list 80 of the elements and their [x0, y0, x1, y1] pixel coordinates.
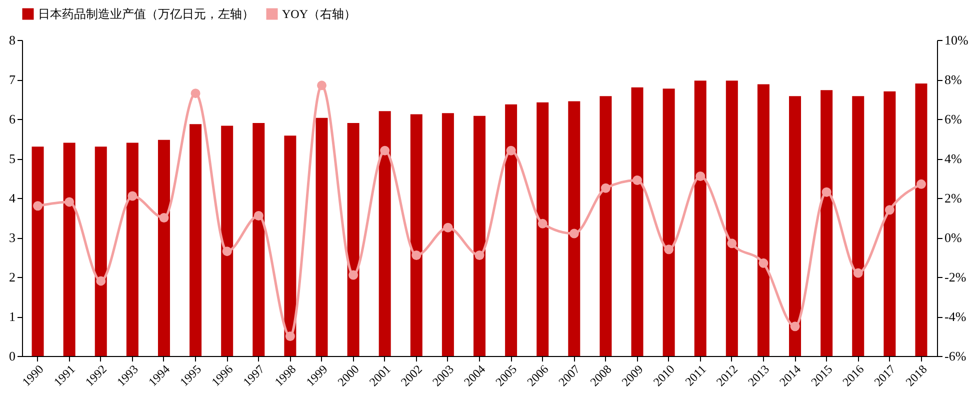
y2-tick-label: -4%: [944, 309, 966, 324]
y-tick-label: 4: [9, 190, 16, 206]
bar: [789, 96, 802, 356]
y2-tick-label: 6%: [944, 112, 962, 126]
point: [727, 238, 737, 248]
point: [222, 246, 232, 256]
y-tick-label: 2: [9, 270, 16, 284]
point: [380, 146, 390, 156]
bar: [505, 104, 518, 356]
bar: [126, 142, 138, 356]
bar: [757, 84, 770, 356]
point: [96, 276, 106, 286]
y2-tick-label: 4%: [944, 151, 962, 166]
bar: [347, 122, 360, 356]
point: [159, 213, 169, 222]
bar: [694, 80, 706, 356]
point: [790, 322, 800, 332]
point: [538, 218, 548, 228]
y2-tick-label: 0%: [944, 230, 962, 245]
point: [884, 205, 894, 215]
point: [916, 179, 926, 189]
y2-tick-label: 8%: [944, 72, 962, 87]
bar: [316, 118, 328, 356]
point: [822, 187, 832, 197]
point: [506, 146, 516, 156]
y2-tick-label: 10%: [944, 32, 968, 48]
bar: [442, 113, 454, 356]
bar: [190, 124, 202, 356]
bar: [915, 83, 928, 356]
bar: [284, 136, 296, 356]
y2-tick-label: -6%: [944, 348, 966, 364]
point: [696, 172, 706, 182]
legend-label: 日本药品制造业产值（万亿日元，左轴）: [38, 7, 254, 21]
point: [317, 80, 326, 90]
bar: [158, 140, 170, 356]
bar: [884, 91, 896, 356]
point: [600, 183, 610, 193]
bar: [600, 96, 612, 356]
point: [190, 88, 200, 98]
y-tick-label: 7: [9, 72, 16, 87]
point: [412, 250, 422, 260]
bar: [631, 87, 644, 356]
point: [443, 222, 453, 232]
point: [632, 175, 642, 185]
point: [664, 244, 674, 254]
point: [33, 201, 43, 211]
bar: [410, 114, 422, 356]
bar: [662, 88, 675, 356]
y2-tick-label: 2%: [944, 190, 962, 206]
bar: [536, 102, 549, 356]
y-tick-label: 6: [9, 112, 16, 126]
bar: [252, 122, 265, 356]
bar: [568, 101, 580, 356]
bar: [820, 90, 833, 356]
point: [128, 191, 138, 201]
y-tick-label: 3: [9, 230, 16, 245]
x-tick-label: 2011: [682, 362, 709, 389]
point: [348, 270, 358, 280]
point: [254, 211, 264, 221]
point: [474, 250, 484, 260]
point: [853, 268, 863, 278]
point: [285, 332, 295, 341]
bar: [474, 116, 486, 356]
bar: [32, 146, 44, 356]
y-tick-label: 1: [9, 309, 16, 324]
bar: [726, 80, 738, 356]
bar: [63, 142, 76, 356]
y-tick-label: 0: [9, 348, 16, 364]
y-tick-label: 8: [9, 32, 16, 48]
x-tick-label: 1991: [50, 362, 78, 389]
bar: [221, 126, 234, 356]
point: [64, 197, 74, 207]
bar: [94, 146, 107, 356]
bar: [852, 96, 864, 356]
y-tick-label: 5: [9, 151, 16, 166]
point: [569, 228, 579, 238]
legend-label: YOY（右轴）: [282, 7, 356, 21]
y2-tick-label: -2%: [944, 270, 966, 284]
bar: [378, 111, 391, 356]
point: [758, 258, 768, 268]
